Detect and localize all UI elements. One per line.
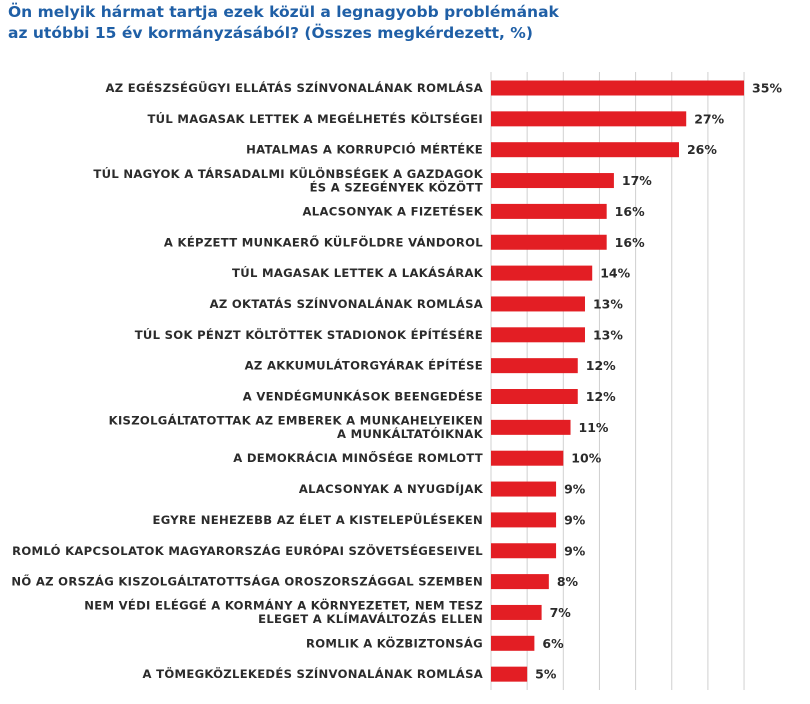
category-label: AZ OKTATÁS SZÍNVONALÁNAK ROMLÁSA [210, 296, 483, 311]
bar [491, 419, 571, 435]
bar [491, 450, 564, 466]
category-label: TÚL SOK PÉNZT KÖLTÖTTEK STADIONOK ÉPÍTÉS… [135, 327, 483, 342]
chart-title: Ön melyik hármat tartja ezek közül a leg… [8, 3, 559, 42]
value-label: 16% [615, 204, 645, 219]
value-label: 6% [542, 636, 564, 651]
category-label: ROMLÓ KAPCSOLATOK MAGYARORSZÁG EURÓPAI S… [12, 543, 483, 558]
category-label: A KÉPZETT MUNKAERŐ KÜLFÖLDRE VÁNDOROL [164, 234, 483, 249]
bar [491, 173, 614, 189]
value-label: 27% [694, 111, 724, 126]
category-label: TÚL NAGYOK A TÁRSADALMI KÜLÖNBSÉGEK A GA… [93, 166, 483, 195]
bar [491, 234, 607, 250]
category-label: ALACSONYAK A NYUGDÍJAK [299, 481, 484, 496]
category-label: AZ AKKUMULÁTORGYÁRAK ÉPÍTÉSE [245, 358, 483, 373]
value-label: 12% [586, 358, 616, 373]
value-label: 9% [564, 482, 586, 497]
bar [491, 358, 578, 374]
bar [491, 512, 557, 528]
bar [491, 80, 745, 96]
value-label: 16% [615, 235, 645, 250]
bar [491, 635, 535, 651]
bar [491, 481, 557, 497]
bar [491, 543, 557, 559]
category-label: A TÖMEGKÖZLEKEDÉS SZÍNVONALÁNAK ROMLÁSA [143, 666, 483, 681]
value-label: 9% [564, 512, 586, 527]
category-label: HATALMAS A KORRUPCIÓ MÉRTÉKE [246, 142, 483, 157]
bar [491, 296, 585, 312]
value-label: 5% [535, 667, 557, 682]
bar [491, 604, 542, 620]
category-label: NEM VÉDI ELÉGGÉ A KORMÁNY A KÖRNYEZETET,… [84, 598, 483, 627]
bar [491, 389, 578, 404]
category-label: A DEMOKRÁCIA MINŐSÉGE ROMLOTT [233, 450, 483, 465]
value-label: 10% [571, 451, 601, 466]
bar [491, 574, 549, 590]
category-label: ROMLIK A KÖZBIZTONSÁG [306, 635, 483, 650]
bar [491, 142, 679, 158]
category-label: KISZOLGÁLTATOTTAK AZ EMBEREK A MUNKAHELY… [109, 413, 484, 442]
bar [491, 265, 593, 281]
value-label: 12% [586, 389, 616, 404]
value-label: 7% [550, 605, 572, 620]
bar [491, 327, 585, 343]
category-label: A VENDÉGMUNKÁSOK BEENGEDÉSE [243, 389, 483, 404]
bar [491, 203, 607, 219]
value-label: 8% [557, 574, 579, 589]
category-label: TÚL MAGASAK LETTEK A LAKÁSÁRAK [232, 265, 484, 280]
bar [491, 666, 528, 682]
category-label: EGYRE NEHEZEBB AZ ÉLET A KISTELEPÜLÉSEKE… [152, 512, 483, 527]
value-label: 17% [622, 173, 652, 188]
category-label: TÚL MAGASAK LETTEK A MEGÉLHETÉS KÖLTSÉGE… [147, 111, 483, 126]
category-label: AZ EGÉSZSÉGÜGYI ELLÁTÁS SZÍNVONALÁNAK RO… [105, 80, 483, 95]
category-label: ALACSONYAK A FIZETÉSEK [303, 203, 484, 218]
value-label: 11% [579, 420, 609, 435]
value-label: 13% [593, 296, 623, 311]
value-label: 26% [687, 142, 717, 157]
category-label: NŐ AZ ORSZÁG KISZOLGÁLTATOTTSÁGA OROSZOR… [11, 574, 483, 589]
value-label: 9% [564, 543, 586, 558]
bar [491, 111, 687, 127]
value-label: 14% [600, 266, 630, 281]
value-label: 35% [752, 81, 782, 96]
value-label: 13% [593, 327, 623, 342]
